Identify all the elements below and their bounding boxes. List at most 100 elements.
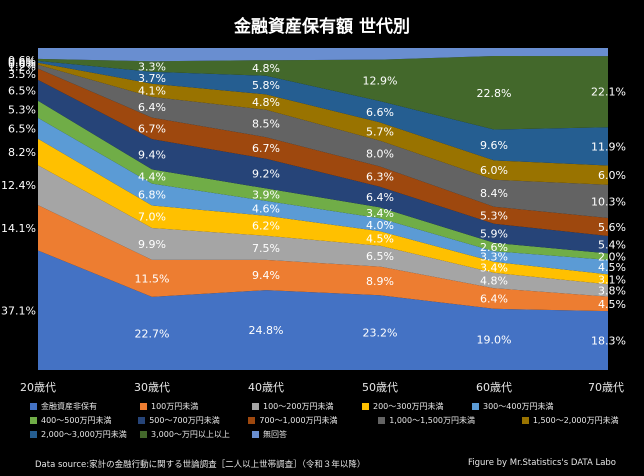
data-label: 18.3% [591,335,626,348]
chart-title: 金融資産保有額 世代別 [234,17,410,37]
legend-swatch [30,416,37,424]
area-series [38,165,608,297]
data-label: 0.6% [8,58,36,71]
data-label: 6.7% [138,122,166,135]
area-series [38,138,608,285]
data-label: 6.5% [8,84,36,97]
legend-item: 700～1,000万円未満 [248,415,378,426]
legend-swatch [248,416,256,424]
data-label: 37.1% [1,304,36,317]
area-series [38,100,608,260]
legend-label: 100～200万円未満 [263,401,334,411]
legend-item: 1,500～2,000万円未満 [521,415,630,426]
data-label: 4.5% [598,298,626,311]
data-label: 8.5% [252,118,280,131]
data-label: 10.3% [591,195,626,208]
data-label: 3.3% [480,251,508,264]
legend-label: 1,000～1,500万円未満 [389,415,476,425]
legend-row: 2,000～3,000万円未満 3,000～万円以上以上 無回答 [30,427,630,441]
area-series [38,205,608,312]
area-series [38,56,608,130]
data-label: 9.9% [138,238,166,251]
data-source-note: Data source:家計の金融行動に関する世論調査［二人以上世帯調査］（令和… [35,460,366,470]
data-label: 5.7% [366,126,394,139]
data-label: 7.5% [252,242,280,255]
data-label: 11.9% [591,140,626,153]
data-label: 4.0% [366,219,394,232]
data-label: 4.5% [598,261,626,274]
data-label: 4.8% [252,96,280,109]
area-series [38,117,608,275]
data-label: 6.5% [8,122,36,135]
area-series [38,68,608,236]
legend-label: 無回答 [263,429,287,439]
data-label: 8.4% [480,187,508,200]
data-label: 6.7% [252,142,280,155]
legend-item: 1,000～1,500万円未満 [378,415,522,426]
data-label: 3.1% [598,273,626,286]
x-tick-label: 40歳代 [248,381,284,394]
legend-swatch [140,402,147,410]
data-label: 3.4% [480,261,508,274]
data-label: 12.4% [1,179,36,192]
legend-swatch [362,402,369,410]
x-tick-label: 60歳代 [476,381,512,394]
data-label: 6.3% [366,171,394,184]
data-label: 0.6% [8,54,36,67]
data-label: 22.7% [135,328,170,341]
data-label: 6.5% [366,250,394,263]
data-label: 7.0% [138,211,166,224]
data-label: 23.2% [363,327,398,340]
data-label: 3.9% [252,189,280,202]
data-label: 4.1% [138,84,166,97]
x-axis: 20歳代 30歳代 40歳代 50歳代 60歳代 70歳代 [20,381,624,394]
data-label: 9.2% [252,168,280,181]
x-tick-label: 30歳代 [134,381,170,394]
data-label: 24.8% [249,324,284,337]
area-series [38,79,608,254]
data-label: 4.6% [252,202,280,215]
data-label: 5.4% [598,239,626,252]
data-label: 12.9% [363,74,398,87]
legend-label: 700～1,000万円未満 [259,415,338,425]
legend-item: 400～500万円未満 [30,415,138,426]
data-label: 1.2% [8,61,36,74]
legend-swatch [30,402,37,410]
figure-credit: Figure by Mr.Statistics's DATA Labo [468,458,616,468]
legend-item: 3,000～万円以上以上 [140,429,252,440]
area-series [38,64,608,218]
data-label: 6.4% [138,101,166,114]
data-label: 8.2% [8,146,36,159]
data-label: 3.4% [366,207,394,220]
data-label: 5.8% [252,79,280,92]
area-series [38,62,608,185]
data-label: 4.8% [480,275,508,288]
data-label: 2.0% [598,251,626,264]
legend: 金融資産非保有 100万円未満 100～200万円未満 200～300万円未満 300～… [30,399,630,441]
data-label: 6.0% [598,169,626,182]
legend-item: 100～200万円未満 [252,401,362,412]
legend-label: 200～300万円未満 [373,401,444,411]
data-label: 6.8% [138,189,166,202]
legend-swatch [138,416,146,424]
legend-item: 500～700万円未満 [138,415,248,426]
x-tick-label: 70歳代 [588,381,624,394]
data-label: 5.3% [480,209,508,222]
legend-item: 300～400万円未満 [472,401,572,412]
x-tick-label: 50歳代 [362,381,398,394]
data-label: 3.5% [8,68,36,81]
data-label: 22.1% [591,86,626,99]
area-series [38,250,608,370]
data-label: 8.0% [366,148,394,161]
data-label: 3.3% [138,61,166,74]
area-series [38,48,608,62]
data-label: 3.7% [138,72,166,85]
legend-item: 100万円未満 [140,401,252,412]
data-label-layer: 37.1% 22.7% 24.8% 23.2% 19.0% 18.3% 14.1% 11.5%… [1,54,626,348]
legend-item: 金融資産非保有 [30,401,140,412]
legend-label: 金融資産非保有 [41,401,97,411]
legend-item: 無回答 [252,429,312,440]
data-label: 6.4% [480,293,508,306]
